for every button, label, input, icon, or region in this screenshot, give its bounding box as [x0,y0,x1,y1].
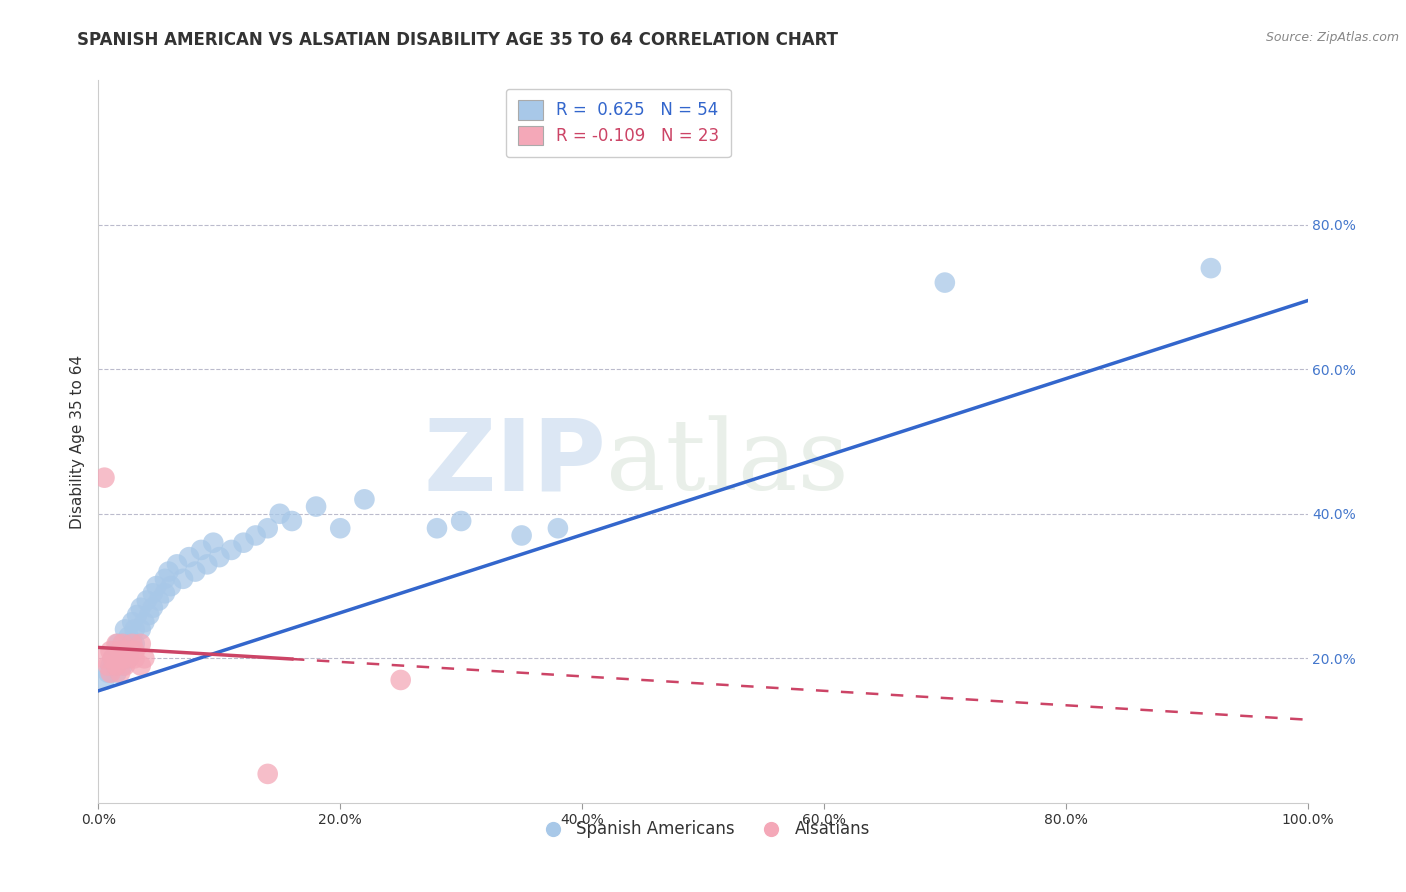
Point [114,658,136,673]
Point [129,658,152,673]
Point [97,658,120,673]
Point [105,665,128,680]
Point [245,528,267,542]
Y-axis label: Disability Age 35 to 64: Disability Age 35 to 64 [69,354,84,529]
Point [195,558,218,572]
Point [105,637,128,651]
Point [510,528,533,542]
Point [148,593,170,607]
Point [105,658,128,673]
Point [256,521,278,535]
Point [281,514,304,528]
Point [138,607,160,622]
Point [160,579,183,593]
Point [934,276,956,290]
Point [1199,261,1222,276]
Point [105,651,128,665]
Point [93,470,115,484]
Point [124,623,146,637]
Point [93,673,115,687]
Point [93,651,115,665]
Point [145,579,167,593]
Point [450,514,472,528]
Point [111,651,134,665]
Point [111,658,134,673]
Point [100,658,122,673]
Point [305,500,328,514]
Point [157,565,180,579]
Point [208,550,231,565]
Point [124,644,146,658]
Point [118,651,141,665]
Text: Source: ZipAtlas.com: Source: ZipAtlas.com [1265,31,1399,45]
Point [153,586,176,600]
Point [100,644,122,658]
Point [179,550,201,565]
Point [202,535,225,549]
Point [166,558,188,572]
Point [108,644,131,658]
Point [134,651,156,665]
Point [232,535,254,549]
Point [389,673,412,687]
Point [121,637,143,651]
Point [142,586,165,600]
Point [101,651,124,665]
Point [129,637,152,651]
Point [121,615,143,630]
Point [118,644,141,658]
Legend: Spanish Americans, Alsatians: Spanish Americans, Alsatians [529,814,877,845]
Text: ZIP: ZIP [423,415,606,512]
Point [426,521,449,535]
Point [100,665,122,680]
Point [269,507,291,521]
Point [353,492,375,507]
Point [101,651,124,665]
Point [118,651,141,665]
Text: SPANISH AMERICAN VS ALSATIAN DISABILITY AGE 35 TO 64 CORRELATION CHART: SPANISH AMERICAN VS ALSATIAN DISABILITY … [77,31,838,49]
Point [127,607,149,622]
Point [108,644,131,658]
Point [129,623,152,637]
Point [135,593,157,607]
Text: atlas: atlas [606,416,849,511]
Point [153,572,176,586]
Point [118,630,141,644]
Point [256,767,278,781]
Point [121,637,143,651]
Point [221,542,243,557]
Point [172,572,194,586]
Point [111,637,134,651]
Point [190,542,212,557]
Point [129,600,152,615]
Point [97,665,120,680]
Point [114,623,136,637]
Point [184,565,207,579]
Point [107,637,129,651]
Point [134,615,156,630]
Point [111,637,134,651]
Point [108,665,131,680]
Point [547,521,569,535]
Point [124,651,146,665]
Point [124,637,146,651]
Point [329,521,352,535]
Point [142,600,165,615]
